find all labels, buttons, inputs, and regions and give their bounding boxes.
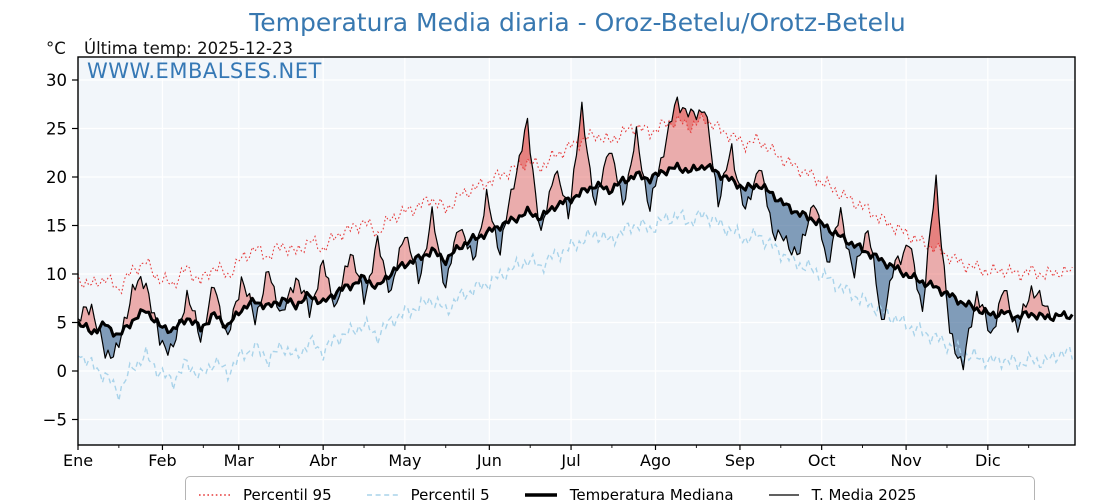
fill-above-median bbox=[78, 97, 1051, 337]
axis-ticks bbox=[72, 79, 1030, 450]
percentil-5-line-swatch-icon bbox=[366, 494, 398, 496]
x-tick-label: Sep bbox=[725, 451, 755, 470]
x-tick-label: Jul bbox=[560, 451, 580, 470]
legend-item-percentil-95: Percentil 95 bbox=[198, 486, 332, 500]
series-temperatura-mediana-line bbox=[78, 161, 1074, 338]
x-tick-label: Oct bbox=[808, 451, 836, 470]
x-tick-label: Mar bbox=[224, 451, 255, 470]
axis-tick-labels: 30 25 20 15 10 5 0 −5 Ene Feb Mar Abr May Jun Jul Ago Se… bbox=[43, 71, 1001, 470]
legend-item-t-media-2025: T. Media 2025 bbox=[768, 486, 917, 500]
y-axis-unit-label: °C bbox=[46, 39, 66, 58]
legend-label: Temperatura Mediana bbox=[569, 486, 734, 500]
plot-border bbox=[77, 56, 1076, 446]
legend-item-temperatura-mediana: Temperatura Mediana bbox=[524, 486, 734, 500]
chart-legend: Percentil 95 Percentil 5 Temperatura Med… bbox=[185, 476, 1035, 500]
series-group bbox=[78, 96, 1074, 401]
y-tick-label: 30 bbox=[46, 71, 67, 90]
chart-title: Temperatura Media diaria - Oroz-Betelu/O… bbox=[249, 8, 906, 37]
y-tick-label: 5 bbox=[57, 314, 68, 333]
gridlines bbox=[78, 57, 1075, 445]
watermark-text: WWW.EMBALSES.NET bbox=[87, 59, 322, 83]
x-tick-label: Jun bbox=[476, 451, 502, 470]
y-tick-label: 25 bbox=[46, 120, 67, 139]
percentil-95-line-swatch-icon bbox=[199, 494, 230, 496]
legend-label: T. Media 2025 bbox=[811, 486, 917, 500]
y-tick-label: 20 bbox=[46, 168, 67, 187]
x-tick-label: Ene bbox=[63, 451, 93, 470]
legend-label: Percentil 5 bbox=[410, 486, 490, 500]
y-tick-label: 15 bbox=[46, 217, 67, 236]
series-percentil-5-line bbox=[78, 208, 1073, 401]
x-tick-label: Ago bbox=[640, 451, 671, 470]
x-tick-label: Feb bbox=[148, 451, 176, 470]
x-tick-label: Abr bbox=[309, 451, 337, 470]
last-temp-label: Última temp: 2025-12-23 bbox=[84, 39, 294, 58]
series-t-media-2025-line bbox=[78, 96, 1052, 371]
legend-label: Percentil 95 bbox=[243, 486, 332, 500]
y-tick-label: 10 bbox=[46, 265, 67, 284]
y-tick-label: −5 bbox=[43, 411, 67, 430]
x-tick-label: Nov bbox=[890, 451, 921, 470]
legend-item-percentil-5: Percentil 5 bbox=[366, 486, 490, 500]
mediana-line-swatch-icon bbox=[524, 493, 557, 497]
t-media-2025-line-swatch-icon bbox=[768, 494, 799, 496]
series-percentil-95-line bbox=[78, 111, 1073, 295]
x-tick-label: May bbox=[388, 451, 421, 470]
x-tick-label: Dic bbox=[975, 451, 1001, 470]
y-tick-label: 0 bbox=[57, 362, 68, 381]
